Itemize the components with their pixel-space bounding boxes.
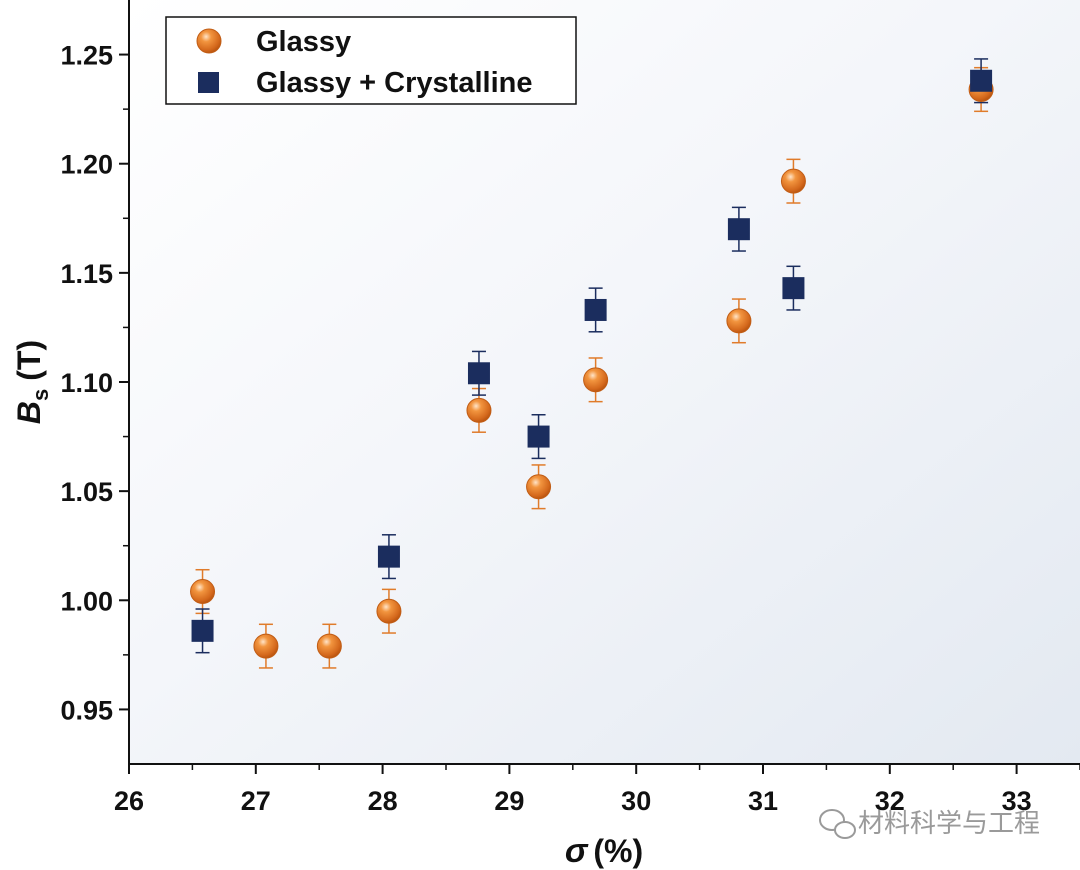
glassy-point (316, 633, 342, 659)
glassy-crystalline-point (970, 69, 993, 92)
legend-label-glassy: Glassy (256, 26, 351, 58)
y-tick-label: 1.05 (60, 477, 113, 507)
y-tick-label: 0.95 (60, 695, 113, 725)
y-axis-subscript: s (28, 389, 53, 401)
y-axis-symbol: B (11, 401, 47, 424)
watermark: 材料科学与工程 (819, 809, 1040, 839)
glassy-crystalline-point (584, 298, 607, 321)
x-tick-label: 27 (241, 786, 271, 816)
glassy-point (190, 579, 216, 605)
x-tick-label: 29 (494, 786, 524, 816)
glassy-point (726, 308, 752, 334)
y-tick-label: 1.00 (60, 586, 113, 616)
x-tick-label: 32 (875, 786, 905, 816)
data-markers (190, 69, 994, 659)
y-tick-label: 1.20 (60, 150, 113, 180)
y-tick-label: 1.15 (60, 259, 113, 289)
glassy-point (526, 474, 552, 500)
y-tick-label: 1.25 (60, 41, 113, 71)
glassy-point (253, 633, 279, 659)
x-axis-title: σ (%) (565, 832, 643, 870)
glassy-crystalline-point (191, 619, 214, 642)
glassy-point (583, 367, 609, 393)
legend-marker-glassy (196, 28, 222, 54)
x-axis-symbol: σ (565, 832, 589, 870)
glassy-point (780, 168, 806, 194)
x-tick-label: 33 (1002, 786, 1032, 816)
wechat-icon (819, 809, 856, 839)
x-tick-label: 31 (748, 786, 778, 816)
x-tick-label: 28 (368, 786, 398, 816)
glassy-crystalline-point (782, 277, 805, 300)
x-axis-unit: (%) (593, 833, 643, 869)
y-axis-title: Bs (T) (11, 340, 53, 424)
glassy-crystalline-point (377, 545, 400, 568)
glassy-crystalline-point (467, 362, 490, 385)
y-tick-label: 1.10 (60, 368, 113, 398)
legend-label-glassy-crystalline: Glassy + Crystalline (256, 67, 532, 99)
glassy-crystalline-point (527, 425, 550, 448)
glassy-crystalline-point (727, 218, 750, 241)
legend: Glassy Glassy + Crystalline (165, 16, 577, 105)
legend-marker-glassy-crystalline (198, 72, 219, 93)
tick-labels: 26 27 28 29 30 31 32 33 0.95 1.00 1.05 1.10 1.15 1.20… (60, 41, 1031, 816)
legend-box (165, 16, 577, 105)
watermark-text: 材料科学与工程 (858, 809, 1040, 839)
y-axis-unit: (T) (11, 340, 47, 381)
x-tick-label: 30 (621, 786, 651, 816)
glassy-point (376, 598, 402, 624)
axes (119, 0, 1080, 774)
x-tick-label: 26 (114, 786, 144, 816)
glassy-point (466, 397, 492, 423)
